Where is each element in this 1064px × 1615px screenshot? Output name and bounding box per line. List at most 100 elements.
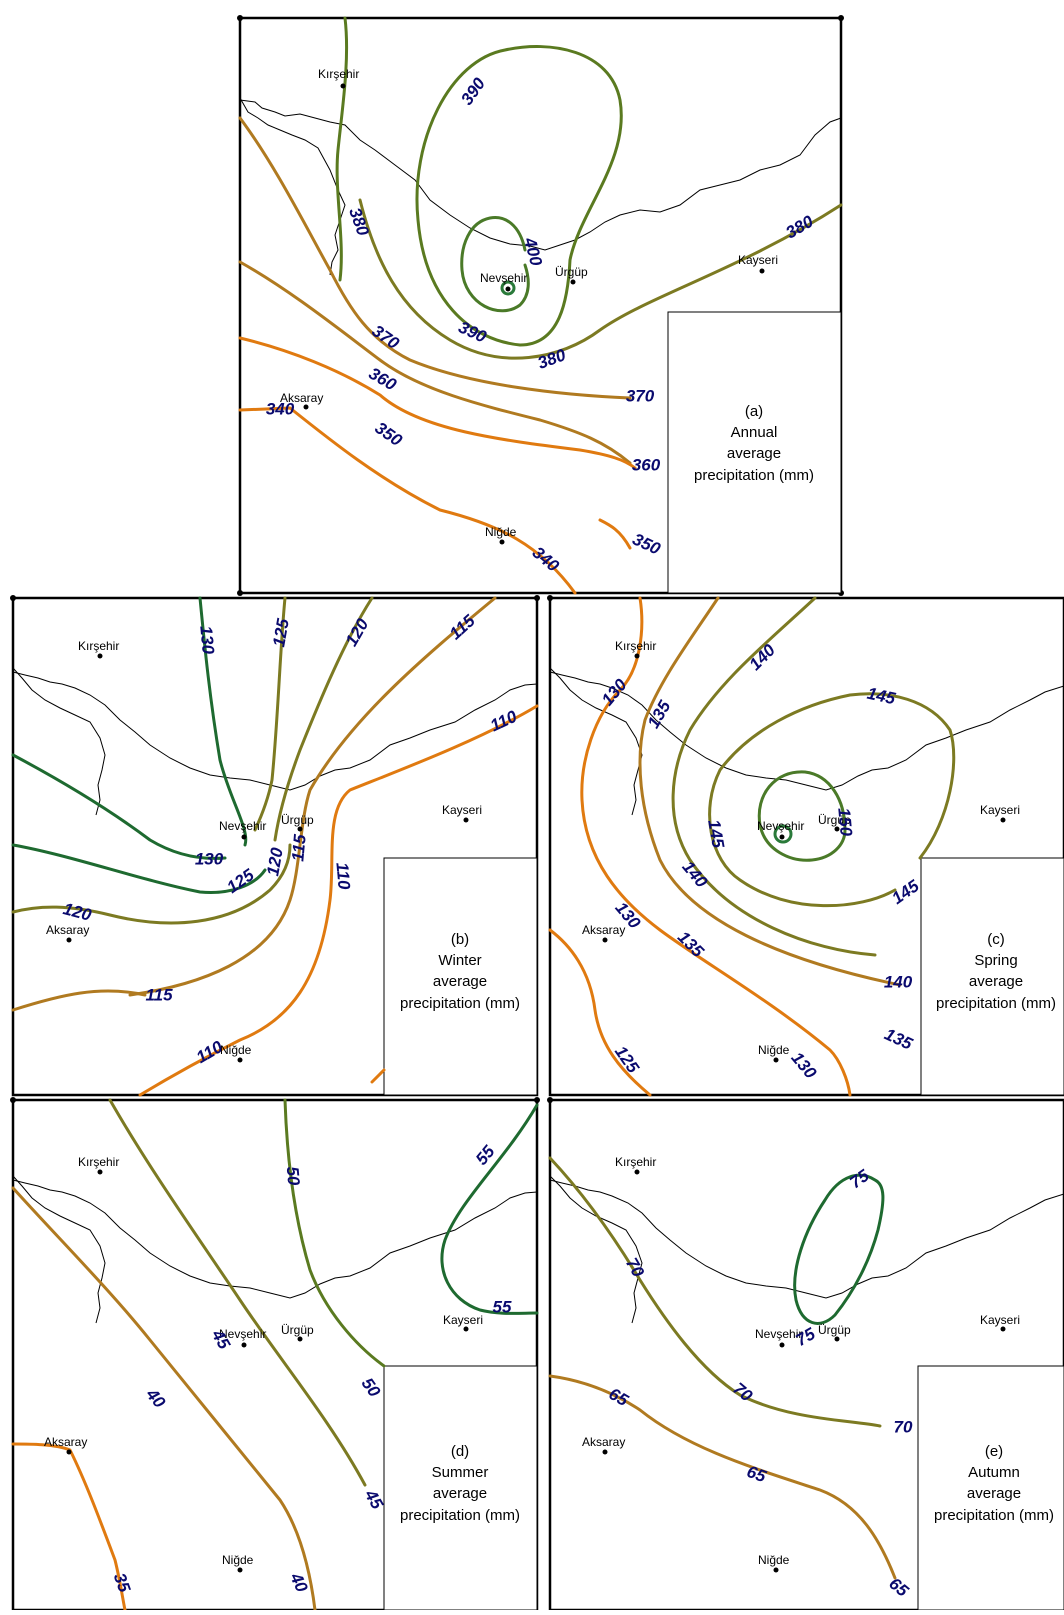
city-dot xyxy=(97,653,103,659)
city-label: Ürgüp xyxy=(281,1323,314,1337)
city-label: Aksaray xyxy=(44,1435,87,1449)
corner-mark xyxy=(237,15,243,21)
caption-line2: average xyxy=(969,973,1023,990)
caption-letter: (e) xyxy=(985,1443,1003,1460)
isoline xyxy=(793,1173,885,1325)
city-label: Kırşehir xyxy=(78,1155,119,1169)
isoline-label: 135 xyxy=(674,928,708,962)
isoline-label: 130 xyxy=(195,849,224,868)
caption-line3: precipitation (mm) xyxy=(400,995,520,1012)
city-label: Nevşehir xyxy=(219,1327,266,1341)
isoline xyxy=(253,596,287,832)
city-dot xyxy=(759,268,765,274)
province-border xyxy=(12,1179,538,1299)
legend-box xyxy=(920,857,1064,1096)
city-dot xyxy=(66,1449,72,1455)
city-dot xyxy=(570,279,576,285)
isoline xyxy=(11,843,292,925)
isoline xyxy=(11,753,227,860)
caption-line3: precipitation (mm) xyxy=(694,467,814,484)
isoline-label: 370 xyxy=(369,321,404,353)
city-label: Niğde xyxy=(220,1043,252,1057)
isoline xyxy=(638,596,902,987)
city-dot xyxy=(773,1567,779,1573)
isoline-label: 70 xyxy=(894,1417,913,1436)
corner-mark xyxy=(10,1097,16,1103)
city-label: Kırşehir xyxy=(615,1155,656,1169)
legend-box xyxy=(917,1365,1064,1611)
isoline xyxy=(283,1098,386,1368)
isoline xyxy=(238,336,637,470)
city-dot xyxy=(779,1342,785,1348)
isoline-label: 115 xyxy=(145,985,173,1004)
city-label: Ürgüp xyxy=(818,813,851,827)
isoline-label: 120 xyxy=(61,899,94,925)
isoline xyxy=(358,198,843,360)
city-dot xyxy=(297,826,303,832)
city-dot xyxy=(499,539,505,545)
map-summer: (d) Summer average precipitation (mm) Kı… xyxy=(10,1097,540,1612)
city-dot xyxy=(505,286,511,292)
corner-mark xyxy=(838,15,844,21)
isoline xyxy=(335,16,349,282)
city-dot xyxy=(834,1336,840,1342)
isoline xyxy=(440,1103,539,1315)
city-label: Nevşehir xyxy=(757,819,804,833)
city-label: Kayseri xyxy=(443,1313,483,1327)
corner-mark xyxy=(547,1097,553,1103)
corner-mark xyxy=(547,595,553,601)
city-dot xyxy=(1000,817,1006,823)
province-border xyxy=(12,671,538,791)
caption-season: Winter xyxy=(438,952,481,969)
map-winter: (b) Winter average precipitation (mm) Kı… xyxy=(10,595,540,1097)
caption-season: Summer xyxy=(432,1464,489,1481)
isoline xyxy=(238,260,632,465)
isoline-label: 65 xyxy=(885,1574,912,1601)
caption-line2: average xyxy=(433,1485,487,1502)
caption-letter: (b) xyxy=(451,931,469,948)
caption-letter: (c) xyxy=(987,931,1005,948)
isoline xyxy=(11,843,267,895)
isoline-label: 120 xyxy=(263,846,287,878)
city-label: Nevşehir xyxy=(480,271,527,285)
isoline xyxy=(128,596,497,997)
isoline-label: 140 xyxy=(746,640,780,674)
city-dot xyxy=(237,1567,243,1573)
isoline xyxy=(138,704,539,1097)
isoline-label: 350 xyxy=(372,418,407,450)
city-dot xyxy=(297,1336,303,1342)
caption-letter: (a) xyxy=(745,403,763,420)
isoline xyxy=(370,1068,386,1084)
isoline xyxy=(671,596,877,957)
isoline-label: 135 xyxy=(882,1024,916,1053)
city-label: Ürgüp xyxy=(281,813,314,827)
province-border xyxy=(239,99,842,251)
isoline xyxy=(273,596,374,842)
isoline-label: 400 xyxy=(520,235,546,269)
caption-season: Spring xyxy=(974,952,1017,969)
isoline-label: 145 xyxy=(704,818,728,850)
city-label: Ürgüp xyxy=(555,265,588,279)
city-label: Niğde xyxy=(758,1553,790,1567)
map-frame xyxy=(238,16,843,595)
city-label: Aksaray xyxy=(582,923,625,937)
city-dot xyxy=(237,1057,243,1063)
province-border xyxy=(549,671,1064,791)
isoline xyxy=(460,215,530,313)
isoline-label: 65 xyxy=(606,1384,632,1410)
isoline-label: 145 xyxy=(888,876,923,908)
city-label: Aksaray xyxy=(280,391,323,405)
city-dot xyxy=(340,83,346,89)
city-dot xyxy=(97,1169,103,1175)
city-label: Kayseri xyxy=(980,803,1020,817)
isoline-label: 125 xyxy=(269,617,293,649)
isoline xyxy=(415,45,623,347)
isoline xyxy=(108,1098,367,1487)
city-dot xyxy=(779,834,785,840)
caption-line3: precipitation (mm) xyxy=(936,995,1056,1012)
isoline-label: 125 xyxy=(611,1042,643,1077)
isoline-label: 45 xyxy=(360,1486,387,1513)
isoline xyxy=(757,770,847,862)
city-dot xyxy=(634,653,640,659)
